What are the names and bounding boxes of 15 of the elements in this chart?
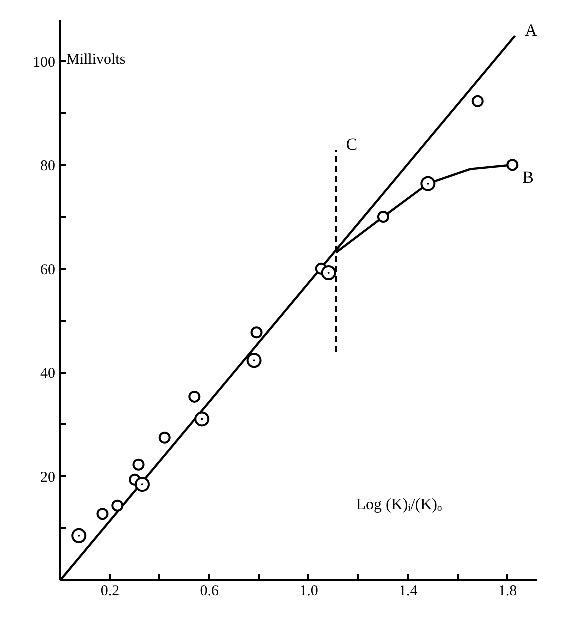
x-tick-label: 0.2	[100, 584, 120, 600]
series-label: C	[346, 135, 358, 154]
y-tick-label: 80	[40, 158, 56, 175]
y-axis-title: Millivolts	[66, 52, 126, 68]
y-tick-label: 60	[40, 262, 56, 278]
series-label: A	[525, 21, 538, 40]
y-tick-label: 100	[33, 54, 56, 71]
y-tick-label: 40	[40, 366, 56, 382]
x-tick-label: 1.0	[300, 584, 318, 600]
x-tick-label: 1.8	[498, 584, 518, 600]
x-tick-label: 0.6	[200, 584, 220, 600]
series-label: B	[522, 168, 534, 188]
x-tick-label: 1.4	[398, 584, 418, 600]
x-axis-title: Log (K)ᵢ/(K)ₒ	[356, 496, 442, 514]
y-tick-label: 20	[40, 470, 56, 486]
